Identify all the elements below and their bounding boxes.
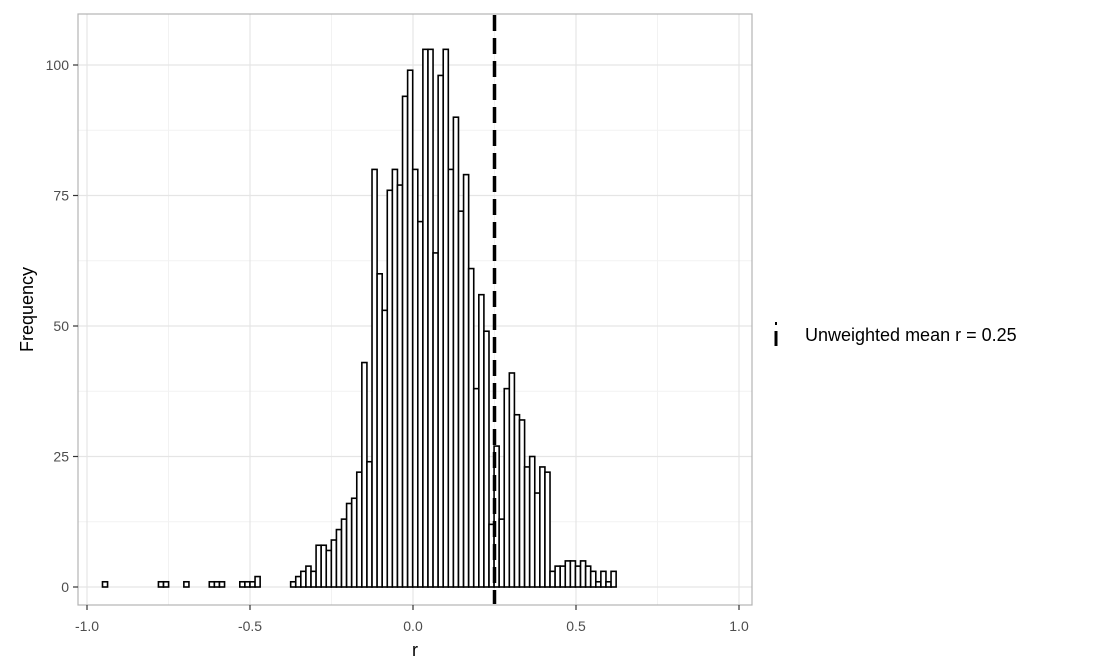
histogram-bar [101, 580, 109, 588]
x-tick-label: 1.0 [729, 618, 749, 634]
histogram-bar [544, 471, 551, 588]
x-tick-label: 0.5 [566, 618, 586, 634]
histogram-bar [483, 330, 490, 588]
histogram-bar [218, 580, 226, 588]
x-tick-label: 0.0 [403, 618, 423, 634]
y-axis-title: Frequency [17, 267, 37, 352]
histogram-bar [589, 570, 597, 588]
histogram-bar [183, 580, 190, 588]
y-tick-label: 25 [53, 449, 69, 465]
histogram-bar [162, 580, 170, 588]
x-axis-ticks: -1.0 -0.5 0.0 0.5 1.0 [75, 605, 749, 634]
histogram-bar [610, 570, 617, 588]
histogram-bar [493, 445, 500, 588]
legend-label: Unweighted mean r = 0.25 [805, 325, 1017, 345]
panel-border [77, 13, 753, 606]
y-axis-ticks: 0 25 50 75 100 [46, 57, 78, 595]
legend: Unweighted mean r = 0.25 [774, 322, 1017, 346]
y-tick-label: 0 [61, 579, 69, 595]
histogram-bar [600, 570, 607, 588]
histogram-bar [254, 575, 261, 588]
y-tick-label: 75 [53, 188, 69, 204]
x-tick-label: -0.5 [238, 618, 262, 634]
y-tick-label: 100 [46, 57, 70, 73]
histogram-bars [101, 48, 617, 588]
x-axis-title: r [412, 640, 418, 660]
y-tick-label: 50 [53, 318, 69, 334]
x-tick-label: -1.0 [75, 618, 99, 634]
